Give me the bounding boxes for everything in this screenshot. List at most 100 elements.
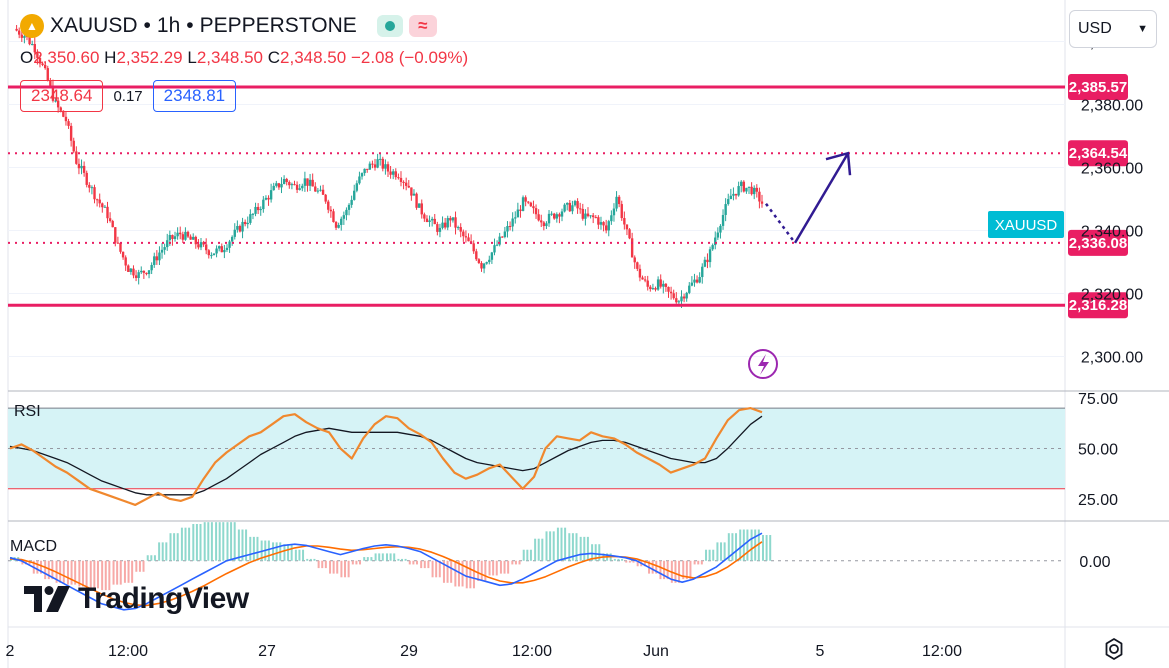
candle-body [578, 208, 582, 210]
candle-body [95, 199, 99, 201]
plot-borders [7, 0, 1169, 668]
candle-body [199, 242, 203, 248]
macd-histogram-bar [518, 560, 521, 565]
buy-button[interactable]: 2348.81 [152, 80, 237, 112]
wave-icon[interactable]: ≈ [408, 15, 437, 37]
separator: • [186, 14, 194, 37]
low-value: 2,348.50 [196, 48, 264, 67]
settings-gear-icon[interactable] [1102, 637, 1126, 661]
macd-histogram-bar [70, 560, 73, 585]
macd-histogram-bar [499, 560, 502, 574]
candle-body [623, 218, 626, 225]
candle-body [721, 214, 725, 226]
interval[interactable]: 1h [156, 14, 181, 37]
macd-histogram-bar [720, 542, 723, 561]
macd-histogram-bar [438, 560, 441, 578]
symbol-name[interactable]: XAUUSD [50, 14, 138, 37]
candle-body [160, 249, 164, 253]
candle-body [555, 214, 559, 219]
candle-body [249, 214, 252, 223]
candle-body [633, 257, 636, 263]
macd-histogram-bar [161, 542, 164, 561]
candle-body [366, 168, 369, 170]
candle-body [204, 244, 208, 251]
macd-histogram-bar [495, 560, 498, 576]
candle-body [428, 220, 431, 223]
candle-body [56, 100, 60, 108]
candle-body [610, 215, 613, 222]
candle-body [319, 189, 322, 191]
candle-body [225, 247, 229, 251]
candle-body [404, 182, 408, 186]
candle-body [332, 211, 335, 223]
candle-body [49, 80, 52, 86]
candle-body [62, 110, 65, 117]
candle-body [132, 268, 135, 276]
candle-body [532, 206, 535, 209]
candle-body [386, 164, 390, 172]
level-price-badge [1068, 292, 1128, 319]
candle-body [677, 301, 681, 303]
candle-body [236, 226, 239, 230]
candle-body [298, 188, 301, 190]
sell-button[interactable]: 2348.64 [20, 80, 104, 112]
price-tick-label: 2,340.00 [1081, 224, 1143, 241]
candle-body [656, 279, 660, 290]
macd-histogram-bar [689, 560, 692, 580]
macd-histogram-bar [366, 557, 369, 561]
macd-histogram-bar [492, 560, 495, 576]
candle-body [321, 189, 325, 195]
trade-buttons: 2348.64 0.17 2348.81 [20, 80, 237, 112]
candle-body [337, 224, 340, 228]
candle-body [391, 171, 395, 175]
candle-body [142, 270, 146, 273]
candle-body [262, 199, 265, 210]
candle-body [410, 187, 413, 196]
macd-histogram-bar [693, 560, 696, 565]
market-status-icon[interactable] [376, 15, 403, 37]
candle-body [54, 100, 57, 102]
macd-histogram-bar [81, 560, 84, 587]
candle-body [407, 185, 410, 188]
macd-histogram-bar [586, 536, 589, 561]
macd-histogram-bar [591, 544, 594, 561]
candle-body [137, 272, 140, 278]
macd-histogram-bar [192, 524, 195, 561]
candle-body [103, 206, 107, 208]
macd-histogram-bar [188, 527, 191, 561]
macd-histogram-bar [472, 560, 475, 589]
macd-histogram-bar [746, 529, 749, 561]
candle-body [90, 187, 94, 189]
candle-body [643, 279, 647, 281]
candle-body [158, 252, 161, 261]
symbol-badge [988, 211, 1064, 238]
tradingview-logo[interactable]: TradingView [24, 582, 249, 616]
symbol-legend[interactable]: ▲ XAUUSD • 1h • PEPPERSTONE ≈ [20, 14, 437, 38]
candle-body [308, 179, 312, 186]
price-tick-label: 2,380.00 [1081, 98, 1143, 115]
macd-histogram-bar [529, 549, 532, 561]
candle-body [740, 181, 743, 187]
macd-histogram-bar [568, 533, 571, 561]
macd-histogram-bar [150, 555, 153, 561]
candle-body [98, 199, 101, 204]
candle-body [599, 222, 603, 225]
candle-body [285, 178, 288, 183]
macd-histogram-bar [389, 553, 392, 561]
candle-body [503, 231, 507, 237]
macd-histogram-bar [427, 560, 430, 569]
macd-histogram-bar [480, 560, 483, 581]
macd-histogram-bar [184, 527, 187, 561]
currency-select[interactable]: USD ▼ [1069, 10, 1157, 48]
macd-histogram-bar [85, 560, 88, 587]
candle-body [379, 158, 382, 160]
candle-body [246, 222, 249, 225]
macd-histogram-bar [560, 527, 563, 561]
macd-signal-line [9, 541, 763, 607]
arrow-head-icon [825, 151, 852, 176]
macd-histogram-bar [101, 560, 104, 591]
candle-body [506, 226, 509, 232]
candle-body [514, 217, 517, 219]
candle-body [189, 236, 192, 240]
